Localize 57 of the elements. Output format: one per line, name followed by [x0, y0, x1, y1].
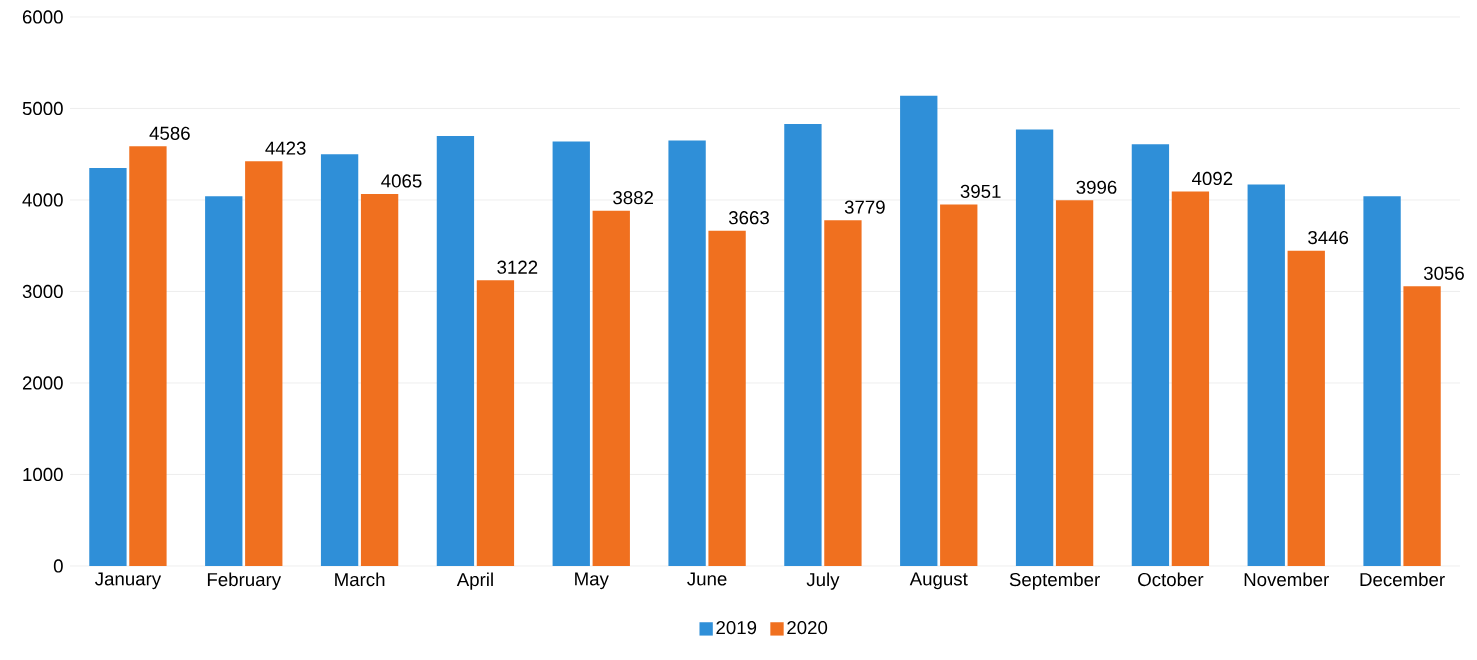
x-tick-label: March — [335, 572, 385, 587]
bar — [320, 154, 359, 566]
data-label: 3446 — [1308, 230, 1349, 245]
bar — [1015, 129, 1054, 566]
x-tick-label: August — [909, 572, 968, 590]
legend-label: 2019 — [716, 620, 757, 635]
bar — [1131, 144, 1170, 566]
x-tick-label: July — [806, 572, 840, 590]
x-tick-label: February — [207, 572, 282, 590]
data-label: 3663 — [728, 211, 769, 225]
y-tick-label: 4000 — [22, 193, 63, 207]
x-tick-label: November — [1244, 572, 1329, 587]
data-label: 3882 — [613, 191, 653, 205]
bar — [708, 230, 746, 566]
legend-label: 2020 — [787, 620, 828, 635]
bar — [436, 135, 475, 566]
x-tick-label: October — [1138, 572, 1204, 587]
bar — [1363, 196, 1401, 566]
bar — [900, 95, 938, 566]
data-label: 3779 — [844, 200, 885, 214]
bar — [824, 220, 862, 566]
bar — [360, 194, 399, 566]
data-label: 3951 — [960, 184, 1001, 198]
bar — [89, 167, 127, 566]
bar — [940, 204, 978, 566]
y-tick-label: 3000 — [22, 284, 63, 299]
bar — [205, 196, 243, 566]
y-tick-label: 5000 — [22, 101, 63, 116]
bar — [129, 146, 167, 566]
y-tick-label: 2000 — [22, 376, 63, 390]
bar — [1287, 250, 1325, 566]
bar — [784, 124, 822, 566]
x-tick-label: December — [1360, 572, 1445, 587]
y-tick-label: 0 — [53, 559, 63, 573]
data-label: 3122 — [497, 260, 538, 274]
x-tick-label: September — [1009, 572, 1100, 590]
y-tick-label: 1000 — [23, 467, 63, 482]
data-label: 4423 — [265, 141, 306, 155]
x-tick-label: June — [687, 572, 727, 586]
bar — [1403, 286, 1441, 566]
data-label: 4586 — [149, 126, 190, 140]
bar — [476, 280, 515, 566]
bar — [1247, 184, 1285, 566]
data-label: 4092 — [1191, 171, 1233, 186]
data-label: 3996 — [1076, 180, 1117, 194]
data-label: 3056 — [1423, 266, 1464, 280]
bar — [1055, 200, 1094, 566]
y-tick-label: 6000 — [22, 10, 63, 24]
bar — [245, 161, 283, 566]
x-tick-label: January — [95, 572, 162, 590]
x-tick-label: April — [456, 572, 493, 590]
x-tick-label: May — [575, 572, 609, 590]
bar — [592, 210, 630, 566]
bar — [668, 140, 706, 566]
bar — [1171, 191, 1210, 566]
bar — [552, 141, 590, 566]
data-label: 4065 — [381, 174, 422, 188]
